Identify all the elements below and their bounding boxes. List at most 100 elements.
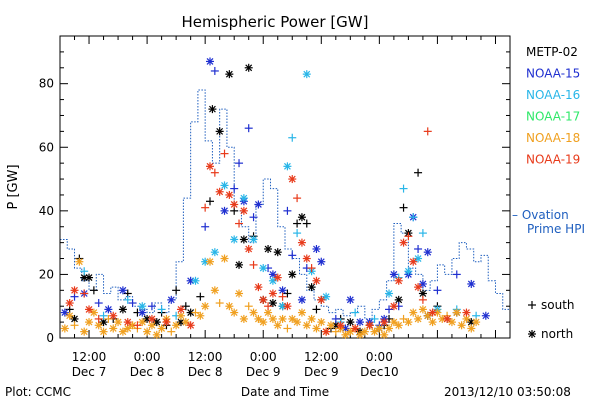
noaa-19-point — [162, 318, 171, 327]
x-tick-label-date: Dec 7 — [72, 365, 107, 379]
noaa-18-point — [80, 327, 89, 336]
noaa-18-point — [385, 324, 394, 333]
marker-legend-label: south — [541, 298, 575, 312]
noaa-18-point — [312, 324, 321, 333]
noaa-18-point — [167, 327, 176, 336]
marker-legend-north: north — [528, 327, 573, 341]
noaa-19-point — [244, 244, 253, 253]
x-tick-label-time: 0:00 — [366, 350, 393, 364]
noaa-19-point — [239, 206, 248, 215]
noaa-19-point — [312, 276, 321, 285]
noaa-18-point — [302, 321, 311, 330]
noaa-15-point — [418, 279, 427, 288]
noaa-19-point — [70, 286, 79, 295]
noaa-15-point — [423, 248, 432, 257]
ovation-hpi-line — [60, 89, 511, 320]
noaa-15-point — [433, 286, 442, 295]
noaa-16-point — [99, 311, 108, 320]
noaa-18-point — [307, 314, 316, 323]
noaa-18-point — [423, 311, 432, 320]
noaa-18-point — [215, 299, 224, 308]
noaa-19-point — [418, 295, 427, 304]
noaa-18-point — [414, 314, 423, 323]
noaa-19-point — [409, 257, 418, 266]
noaa-18-point — [370, 327, 379, 336]
noaa-18-point — [104, 314, 113, 323]
noaa-18-point — [225, 302, 234, 311]
series-legend: METP-02 NOAA-15 NOAA-16 NOAA-17 NOAA-18 NOAA-… — [526, 45, 580, 167]
metp-02-point — [307, 283, 316, 292]
noaa-18-point — [157, 324, 166, 333]
x-tick-label-time: 12:00 — [72, 350, 107, 364]
noaa-18-point — [375, 324, 384, 333]
noaa-18-point — [452, 308, 461, 317]
x-tick-label-time: 12:00 — [304, 350, 339, 364]
noaa-16-point — [157, 305, 166, 314]
noaa-19-point — [278, 292, 287, 301]
noaa-16-point — [322, 292, 331, 301]
noaa-19-point — [65, 299, 74, 308]
plot-credit: Plot: CCMC — [5, 385, 71, 399]
metp-02-point — [239, 235, 248, 244]
noaa-15-point — [220, 206, 229, 215]
noaa-18-point — [360, 327, 369, 336]
noaa-16-point — [249, 235, 258, 244]
x-tick-label-date: Dec10 — [360, 365, 399, 379]
noaa-18-point — [283, 324, 292, 333]
data-points — [60, 57, 490, 339]
noaa-18-point — [341, 330, 350, 339]
noaa-18-point — [409, 308, 418, 317]
marker-legend: south north — [528, 298, 575, 341]
noaa-15-point — [118, 286, 127, 295]
noaa-19-point — [94, 314, 103, 323]
noaa-18-point — [278, 314, 287, 323]
metp-02-point — [196, 292, 205, 301]
x-tick-label-date: Dec 8 — [130, 365, 165, 379]
noaa-18-point — [259, 318, 268, 327]
noaa-15-point — [288, 251, 297, 260]
noaa-16-point — [220, 181, 229, 190]
noaa-16-point — [302, 70, 311, 79]
noaa-19-point — [264, 302, 273, 311]
noaa-18-point — [326, 321, 335, 330]
noaa-19-point — [351, 324, 360, 333]
noaa-15-point — [201, 222, 210, 231]
noaa-18-point — [317, 318, 326, 327]
noaa-18-point — [428, 318, 437, 327]
noaa-19-point — [380, 318, 389, 327]
noaa-19-point — [123, 318, 132, 327]
noaa-16-point — [259, 264, 268, 273]
noaa-19-point — [259, 295, 268, 304]
noaa-19-point — [273, 273, 282, 282]
noaa-18-point — [239, 314, 248, 323]
noaa-19-point — [85, 305, 94, 314]
noaa-18-point — [235, 289, 244, 298]
noaa-18-point — [75, 257, 84, 266]
metp-02-point — [293, 219, 302, 228]
noaa-18-point — [467, 324, 476, 333]
noaa-15-point — [94, 299, 103, 308]
noaa-15-point — [414, 244, 423, 253]
noaa-18-point — [191, 308, 200, 317]
noaa-18-point — [288, 314, 297, 323]
noaa-18-point — [356, 330, 364, 339]
noaa-18-point — [114, 318, 123, 327]
metp-02-point — [244, 63, 253, 72]
noaa-18-point — [380, 330, 389, 339]
noaa-16-point — [283, 162, 292, 171]
metp-02-point — [302, 219, 311, 228]
y-axis-label: P [GW] — [6, 164, 21, 209]
legend-noaa-18: NOAA-18 — [526, 131, 580, 145]
noaa-15-point — [346, 295, 355, 304]
noaa-18-point — [118, 327, 127, 336]
noaa-15-point — [385, 305, 394, 314]
noaa-18-point — [404, 318, 413, 327]
chart-title: Hemispheric Power [GW] — [182, 13, 369, 31]
y-axis: 0 20 40 60 80 — [39, 35, 510, 345]
noaa-19-point — [462, 308, 471, 317]
noaa-19-point — [288, 175, 297, 184]
noaa-19-point — [268, 289, 277, 298]
legend-noaa-19: NOAA-19 — [526, 153, 580, 167]
